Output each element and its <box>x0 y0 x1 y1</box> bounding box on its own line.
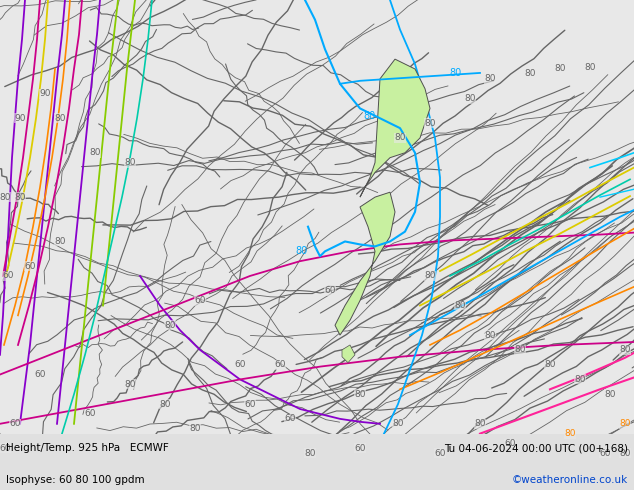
Text: 80: 80 <box>449 68 461 78</box>
Text: 80: 80 <box>124 380 136 389</box>
Text: 80: 80 <box>296 246 308 256</box>
Text: 60: 60 <box>244 399 256 409</box>
Text: 80: 80 <box>190 424 201 433</box>
Text: 60: 60 <box>324 286 336 295</box>
Text: 60: 60 <box>284 415 295 423</box>
Text: 60: 60 <box>354 444 366 453</box>
Text: 80: 80 <box>564 429 576 438</box>
Text: 80: 80 <box>544 360 556 369</box>
Text: 80: 80 <box>55 114 66 123</box>
Text: 80: 80 <box>574 375 586 384</box>
Polygon shape <box>335 192 395 335</box>
Text: 80: 80 <box>364 111 376 122</box>
Polygon shape <box>360 59 430 197</box>
Text: 80: 80 <box>484 331 496 340</box>
Text: 80: 80 <box>124 158 136 167</box>
Text: 80: 80 <box>89 148 101 157</box>
Text: 60: 60 <box>10 419 21 428</box>
Text: 60: 60 <box>275 360 286 369</box>
Text: 80: 80 <box>55 237 66 246</box>
Text: 80: 80 <box>604 390 616 399</box>
Text: 80: 80 <box>159 399 171 409</box>
Text: 60: 60 <box>234 360 246 369</box>
Text: 60: 60 <box>84 410 96 418</box>
Text: 80: 80 <box>424 119 436 128</box>
Text: 80: 80 <box>464 94 476 103</box>
Text: 60: 60 <box>504 439 515 448</box>
Text: 60: 60 <box>434 449 446 458</box>
Text: 80: 80 <box>454 301 466 310</box>
Text: 80: 80 <box>514 345 526 354</box>
Text: 90: 90 <box>39 89 51 98</box>
Text: Isophyse: 60 80 100 gpdm: Isophyse: 60 80 100 gpdm <box>6 475 145 485</box>
Text: 60: 60 <box>0 444 11 453</box>
Text: 80: 80 <box>354 390 366 399</box>
Text: 80: 80 <box>619 449 631 458</box>
Text: ©weatheronline.co.uk: ©weatheronline.co.uk <box>512 475 628 485</box>
Text: 80: 80 <box>392 419 404 428</box>
Text: 60: 60 <box>599 449 611 458</box>
Text: 80: 80 <box>554 65 566 74</box>
Text: 80: 80 <box>619 345 631 354</box>
Polygon shape <box>342 345 355 363</box>
Text: 60: 60 <box>34 370 46 379</box>
Text: 80: 80 <box>14 193 26 201</box>
Text: Tu 04-06-2024 00:00 UTC (00+168): Tu 04-06-2024 00:00 UTC (00+168) <box>444 443 628 453</box>
Text: 80: 80 <box>164 321 176 330</box>
Text: 80: 80 <box>474 419 486 428</box>
Text: 80: 80 <box>484 74 496 83</box>
Text: Height/Temp. 925 hPa   ECMWF: Height/Temp. 925 hPa ECMWF <box>6 443 169 453</box>
Text: 80: 80 <box>585 63 596 72</box>
Text: 80: 80 <box>619 419 631 428</box>
Text: 60: 60 <box>24 262 36 270</box>
Text: 80: 80 <box>424 271 436 280</box>
Text: 80: 80 <box>394 133 406 143</box>
Text: 80: 80 <box>304 449 316 458</box>
Text: 60: 60 <box>3 271 14 280</box>
Text: 90: 90 <box>14 114 26 123</box>
Text: 80: 80 <box>0 193 11 201</box>
Text: 60: 60 <box>194 296 206 305</box>
Text: 80: 80 <box>524 70 536 78</box>
